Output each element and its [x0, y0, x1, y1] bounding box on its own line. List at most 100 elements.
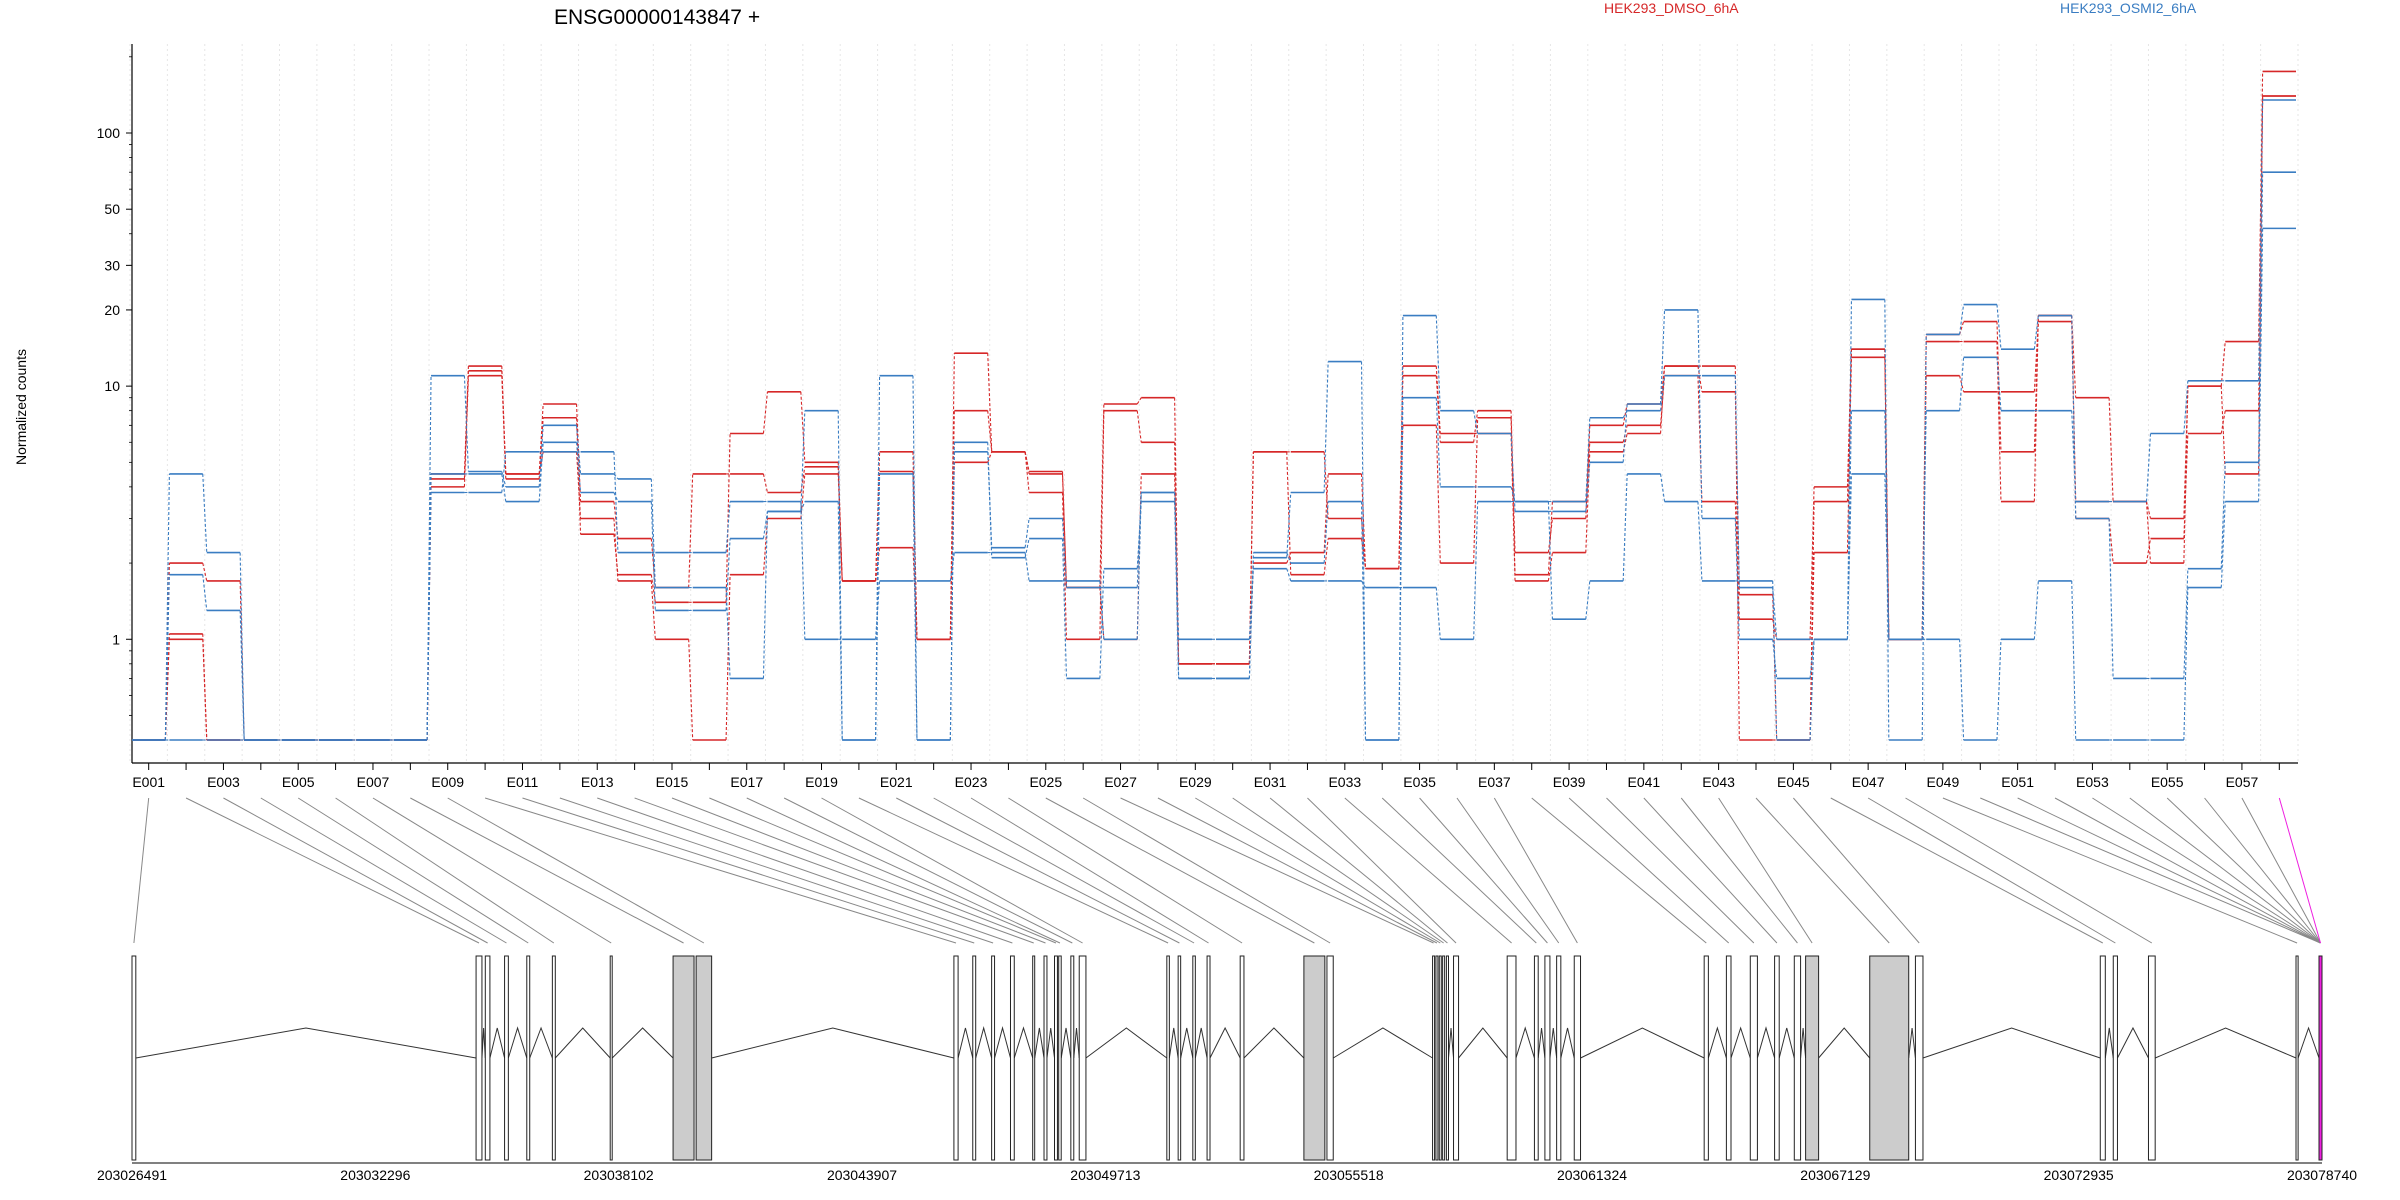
series-connector — [239, 610, 245, 741]
exon-connector — [1531, 797, 1707, 944]
legend-label-osmi2: HEK293_OSMI2_6hA — [2060, 0, 2197, 16]
exon-connector — [133, 797, 150, 944]
exon-connector — [746, 797, 1061, 944]
series-connector — [912, 473, 918, 741]
exon-connector — [2166, 797, 2321, 944]
exon-box — [609, 955, 613, 1161]
genomic-tick-label: 203078740 — [2287, 1167, 2357, 1183]
exon-label: E015 — [656, 774, 689, 790]
exon-connector — [1942, 797, 2298, 944]
series-connector — [1585, 462, 1591, 512]
exon-box — [1435, 955, 1439, 1161]
y-tick-label: 50 — [104, 201, 120, 217]
exon-box — [2147, 955, 2156, 1161]
exon-connector — [410, 797, 684, 944]
series-connector — [1286, 552, 1292, 564]
series-connector — [1099, 403, 1105, 588]
series-connector — [463, 370, 469, 479]
y-tick-label: 20 — [104, 302, 120, 318]
exon-label: E031 — [1254, 774, 1287, 790]
exon-connector — [896, 797, 1180, 944]
y-tick-label: 1 — [112, 631, 120, 647]
exon-connector — [1008, 797, 1243, 944]
gene-model-track — [131, 955, 2323, 1164]
series-connector — [1734, 375, 1740, 588]
series-connector — [1099, 568, 1105, 679]
intron-line — [529, 1026, 553, 1059]
highlighted-exon — [2318, 955, 2323, 1161]
intron-line — [1073, 1027, 1080, 1059]
series-connector — [613, 534, 619, 575]
series-connector — [2183, 380, 2189, 434]
series-connector — [1884, 473, 1890, 640]
series-connector — [912, 375, 918, 741]
intron-line — [1560, 1027, 1575, 1059]
series-connector — [202, 562, 208, 582]
series-connector — [1286, 492, 1292, 558]
series-connector — [202, 473, 208, 553]
series-connector — [1323, 473, 1329, 553]
exon-connector — [335, 797, 555, 944]
exon-label: E011 — [507, 774, 539, 790]
exon-box — [1054, 955, 1058, 1161]
exon-box — [2295, 955, 2299, 1161]
exon-connector — [1718, 797, 1813, 944]
series-connector — [1772, 619, 1778, 640]
series-connector — [1286, 568, 1292, 582]
series-connector — [501, 471, 507, 488]
series-connector — [650, 501, 656, 611]
intron-line — [1800, 1027, 1807, 1059]
exon-label: E025 — [1029, 774, 1062, 790]
y-tick-label: 100 — [97, 125, 121, 141]
exon-connector — [297, 797, 529, 944]
series-connector — [725, 433, 731, 603]
series-connector — [1024, 518, 1030, 548]
exon-label: E013 — [581, 774, 614, 790]
series-connector — [1959, 357, 1965, 411]
exon-connector — [634, 797, 1034, 944]
genomic-tick-label: 203061324 — [1557, 1167, 1627, 1183]
exon-connector — [2278, 797, 2321, 944]
series-connector — [1286, 451, 1292, 575]
genomic-tick-label: 203026491 — [97, 1167, 167, 1183]
exon-connector — [1755, 797, 1890, 944]
exon-connector — [2129, 797, 2321, 944]
series-connector — [1921, 410, 1927, 640]
exon-box — [1914, 955, 1924, 1161]
series-connector — [1473, 417, 1479, 564]
series-connector — [762, 511, 768, 539]
exon-label: E009 — [431, 774, 464, 790]
series-connector — [1473, 410, 1479, 434]
exon-label: E039 — [1553, 774, 1586, 790]
intron-line — [1537, 1027, 1546, 1059]
series-connector — [1435, 587, 1441, 640]
exon-box — [1206, 955, 1211, 1161]
exon-label: E035 — [1403, 774, 1436, 790]
series-connector — [164, 473, 170, 741]
exon-box — [1774, 955, 1780, 1161]
series-connector — [1435, 425, 1441, 564]
intron-line — [1085, 1027, 1168, 1059]
series-connector — [1622, 403, 1628, 426]
series-connector — [2258, 228, 2264, 502]
series-connector — [1846, 410, 1852, 640]
y-axis-label: Normalized counts — [13, 349, 29, 465]
series-connector — [1585, 417, 1591, 502]
series-connector — [1809, 639, 1815, 679]
intron-line — [481, 1027, 486, 1059]
series-connector — [1061, 538, 1068, 679]
intron-line — [1580, 1027, 1705, 1059]
exon-connector — [970, 797, 1209, 944]
series-connector — [1248, 568, 1254, 640]
series-connector — [576, 417, 582, 535]
exon-connector — [260, 797, 507, 944]
exon-label: E001 — [132, 774, 165, 790]
series-connector — [1099, 410, 1105, 640]
exon-label: E023 — [955, 774, 988, 790]
exon-connector — [1980, 797, 2321, 944]
series-connector — [1061, 473, 1068, 588]
exon-box — [1032, 955, 1036, 1161]
exon-box — [484, 955, 491, 1161]
exon-label: E055 — [2151, 774, 2184, 790]
series-connector — [800, 501, 806, 640]
